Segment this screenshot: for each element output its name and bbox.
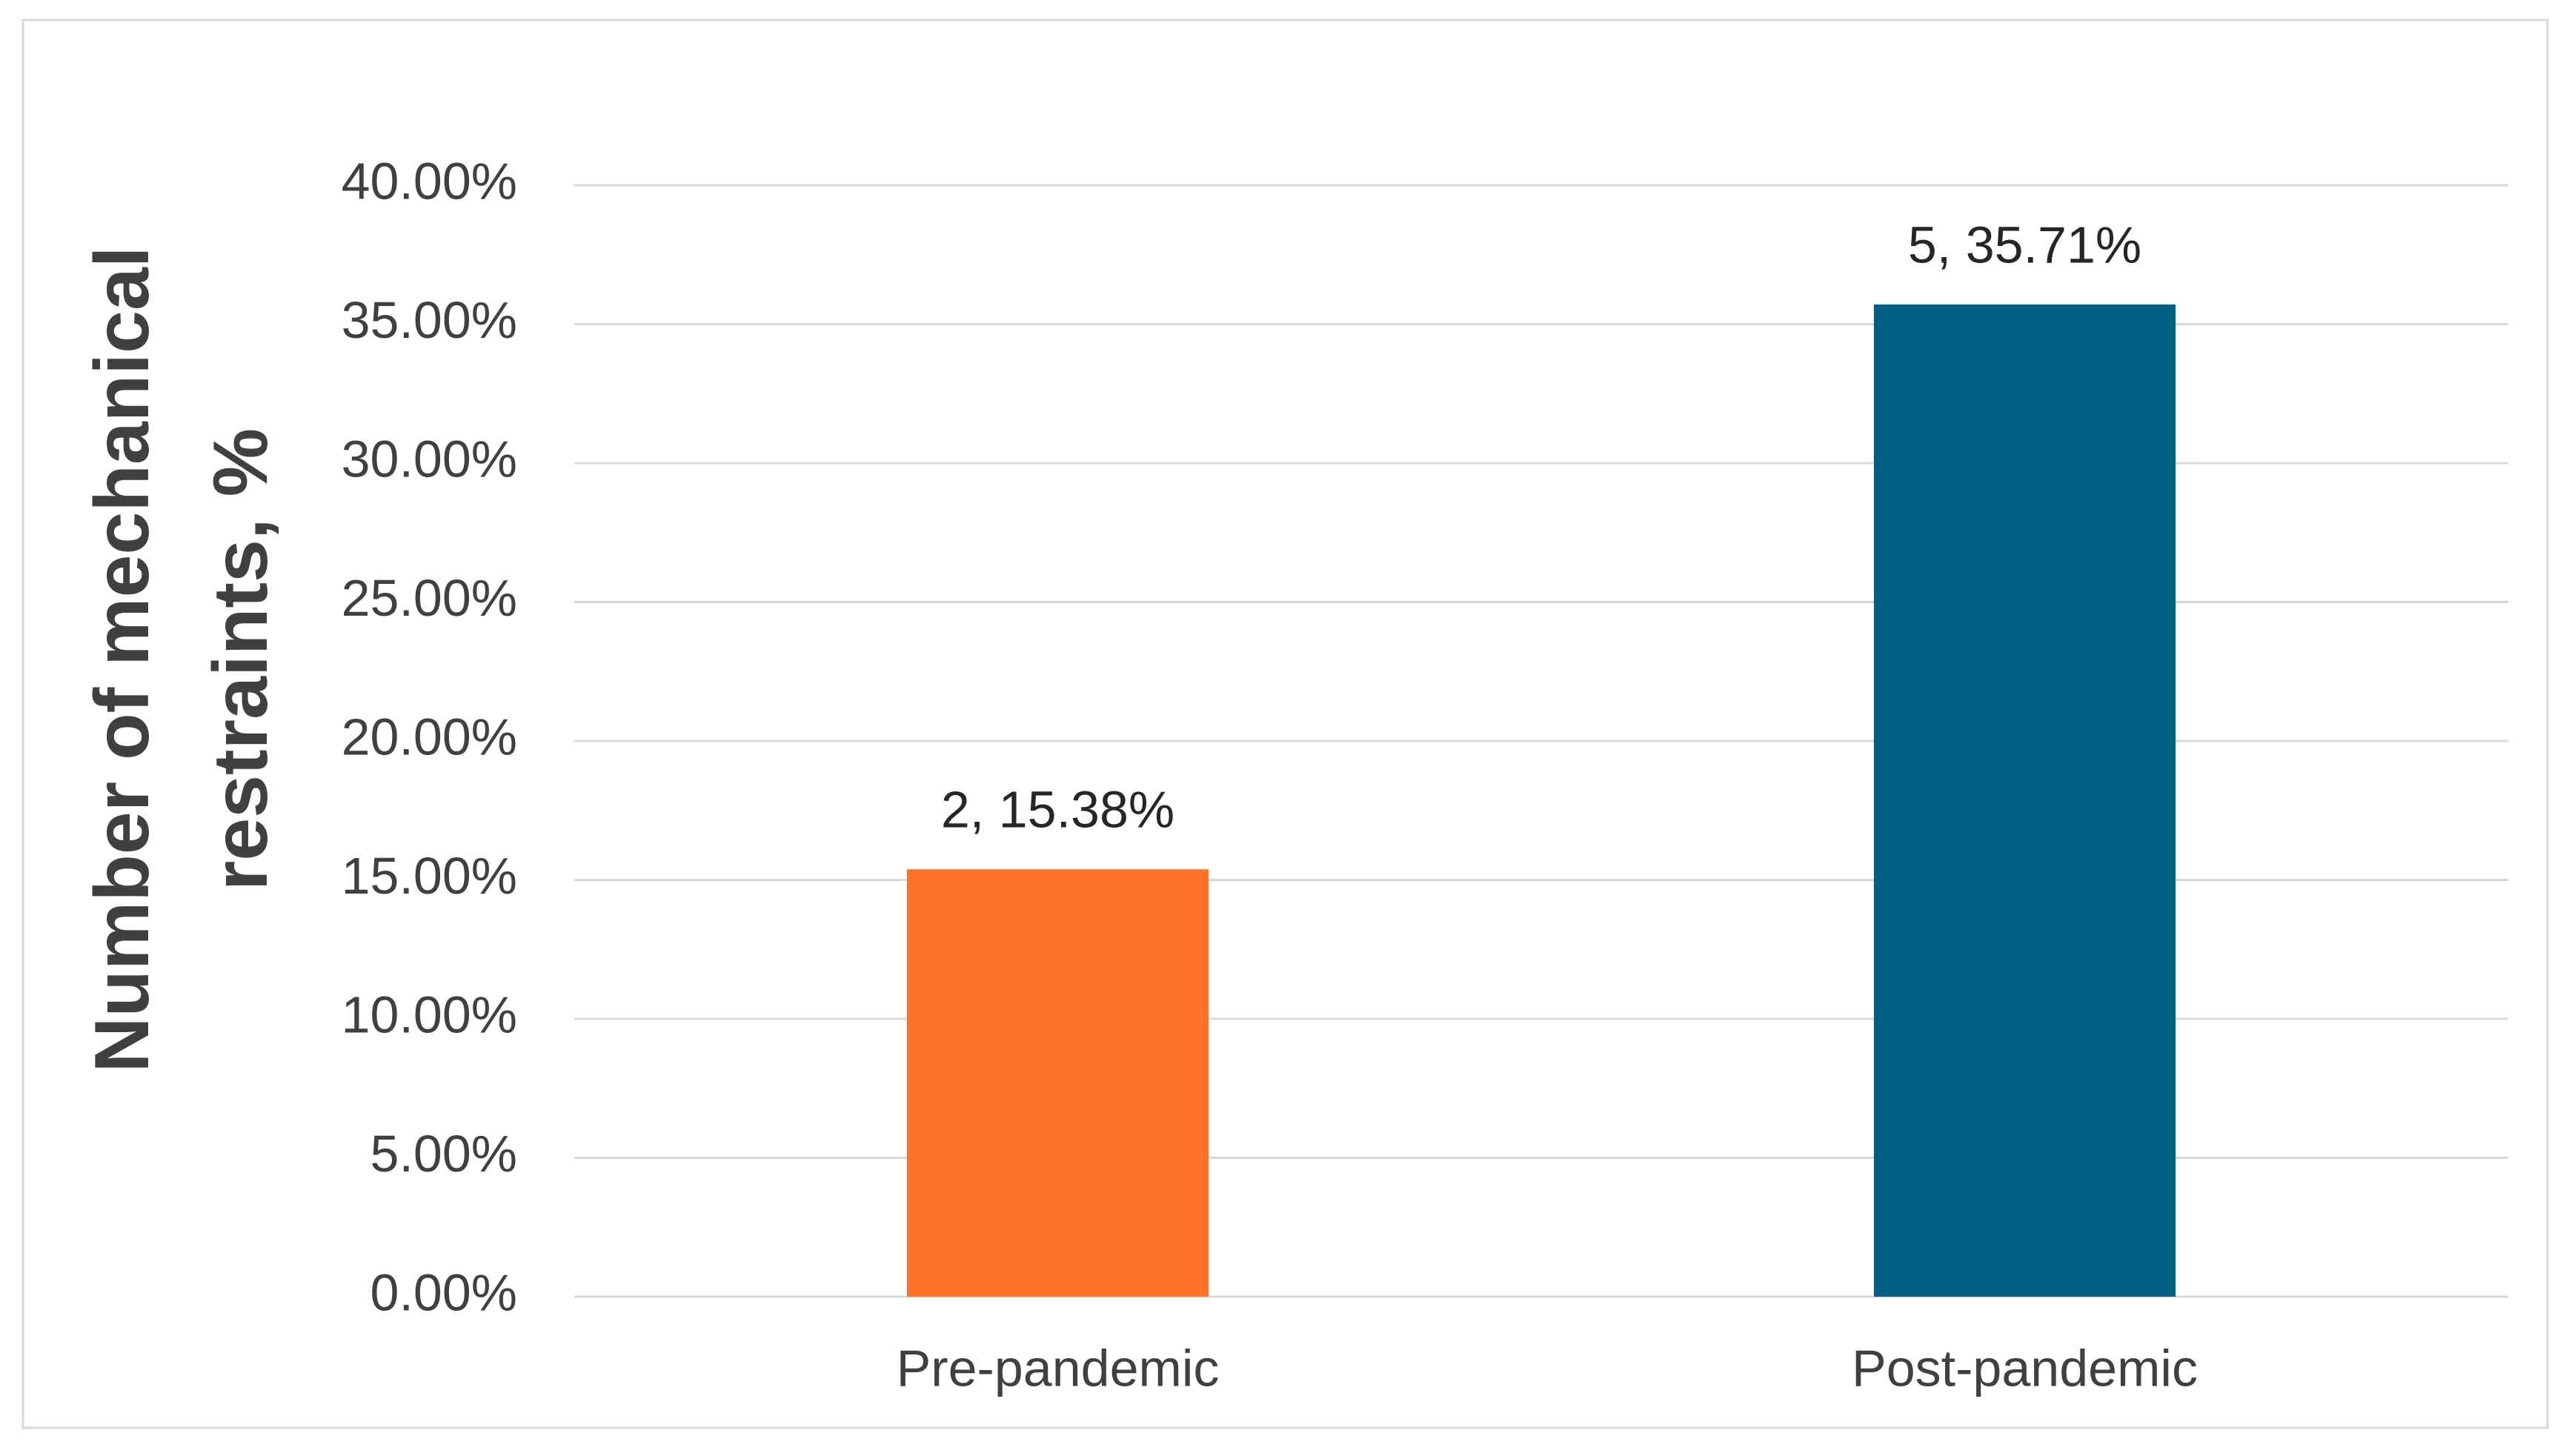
y-tick-label: 25.00% [342,569,517,627]
y-tick-label: 20.00% [342,708,517,765]
y-tick-label: 30.00% [342,430,517,488]
y-tick-label: 15.00% [342,847,517,905]
bar [906,869,1209,1297]
y-axis-title: Number of mechanical restraints, % [79,246,284,1073]
y-tick-label: 35.00% [342,291,517,349]
y-tick-label: 5.00% [370,1125,517,1183]
y-tick-label: 10.00% [342,985,517,1043]
x-tick-label: Pre-pandemic [897,1339,1220,1397]
value-label: 2, 15.38% [941,781,1174,839]
value-label: 5, 35.71% [1908,216,2141,273]
y-tick-label: 40.00% [342,152,517,210]
y-tick-label: 0.00% [370,1263,517,1321]
x-tick-label: Post-pandemic [1852,1339,2198,1397]
chart-frame [21,19,2549,1429]
bar [1873,304,2176,1297]
